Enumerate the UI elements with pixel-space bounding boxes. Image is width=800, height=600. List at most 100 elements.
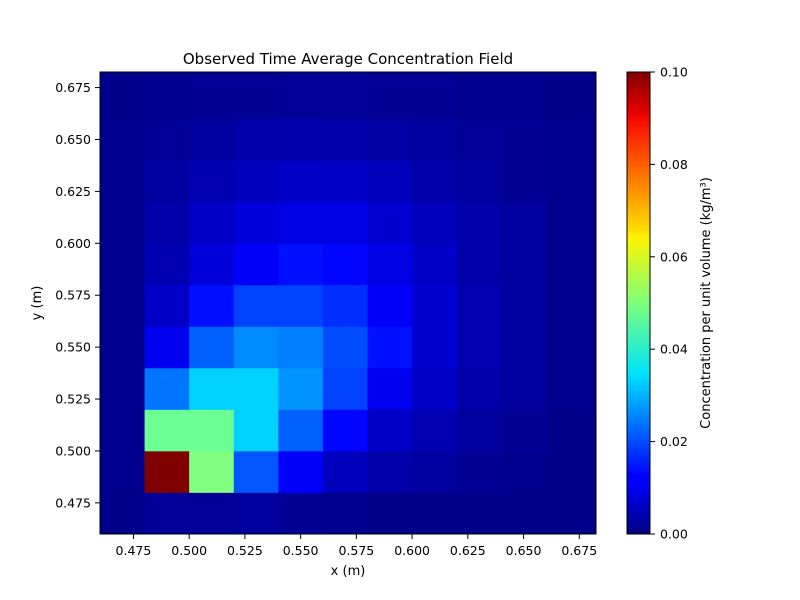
heatmap-cell bbox=[322, 160, 368, 203]
colorbar-label: Concentration per unit volume (kg/m³) bbox=[699, 177, 714, 429]
heatmap-cell bbox=[367, 450, 413, 493]
heatmap-cell bbox=[367, 284, 413, 327]
heatmap-cell bbox=[278, 284, 324, 327]
heatmap-cell bbox=[545, 492, 597, 535]
heatmap-cell bbox=[367, 118, 413, 161]
heatmap-cell bbox=[322, 492, 368, 535]
heatmap-cell bbox=[233, 201, 279, 244]
x-tick-label: 0.625 bbox=[450, 543, 486, 558]
heatmap-cell bbox=[412, 72, 458, 120]
heatmap-cell bbox=[501, 409, 547, 452]
heatmap-cell bbox=[545, 201, 597, 244]
heatmap-cell bbox=[412, 160, 458, 203]
heatmap-cell bbox=[233, 284, 279, 327]
colorbar-tick-label: 0.06 bbox=[660, 249, 688, 264]
colorbar-tick-label: 0.02 bbox=[660, 434, 688, 449]
heatmap-cell bbox=[545, 450, 597, 493]
y-tick-label: 0.500 bbox=[55, 443, 91, 458]
heatmap-cell bbox=[412, 367, 458, 410]
heatmap-cell bbox=[501, 243, 547, 286]
heatmap-cell bbox=[456, 284, 502, 327]
heatmap-cell bbox=[189, 284, 235, 327]
heatmap-cell bbox=[412, 284, 458, 327]
heatmap-cell bbox=[233, 118, 279, 161]
heatmap-cell bbox=[278, 367, 324, 410]
y-tick-label: 0.650 bbox=[55, 132, 91, 147]
heatmap-cell bbox=[278, 201, 324, 244]
heatmap-cell bbox=[322, 118, 368, 161]
chart-title: Observed Time Average Concentration Fiel… bbox=[183, 50, 513, 68]
heatmap-cell bbox=[189, 243, 235, 286]
x-tick-label: 0.500 bbox=[171, 543, 207, 558]
heatmap-cell bbox=[412, 243, 458, 286]
heatmap-cell bbox=[412, 201, 458, 244]
heatmap-cell bbox=[144, 160, 190, 203]
heatmap-cell bbox=[456, 326, 502, 369]
heatmap-cell bbox=[412, 118, 458, 161]
heatmap-cell bbox=[100, 326, 145, 369]
heatmap-cell bbox=[144, 492, 190, 535]
heatmap-cell bbox=[144, 450, 190, 493]
heatmap-cell bbox=[412, 492, 458, 535]
heatmap-cell bbox=[189, 326, 235, 369]
heatmap-cell bbox=[189, 492, 235, 535]
x-tick-label: 0.525 bbox=[227, 543, 263, 558]
heatmap-cell bbox=[233, 243, 279, 286]
heatmap-cell bbox=[456, 367, 502, 410]
heatmap-cell bbox=[189, 409, 235, 452]
heatmap-cell bbox=[278, 118, 324, 161]
heatmap-cell bbox=[367, 326, 413, 369]
heatmap-cell bbox=[100, 118, 145, 161]
colorbar-axis: 0.00 0.02 0.04 0.06 0.08 0.10 bbox=[650, 65, 688, 542]
heatmap-cell bbox=[501, 492, 547, 535]
heatmap-cell bbox=[189, 201, 235, 244]
heatmap-cell bbox=[501, 326, 547, 369]
heatmap-cell bbox=[100, 72, 145, 120]
heatmap-cell bbox=[545, 367, 597, 410]
heatmap-cell bbox=[322, 450, 368, 493]
heatmap-cell bbox=[501, 201, 547, 244]
heatmap-cell bbox=[233, 367, 279, 410]
heatmap-cell bbox=[545, 72, 597, 120]
heatmap-cell bbox=[144, 72, 190, 120]
x-axis: 0.475 0.500 0.525 0.550 0.575 0.600 0.625 0.650… bbox=[116, 534, 597, 558]
y-axis-label: y (m) bbox=[30, 286, 45, 321]
x-tick-label: 0.650 bbox=[506, 543, 542, 558]
heatmap-cell bbox=[144, 118, 190, 161]
heatmap-cell bbox=[412, 326, 458, 369]
heatmap-cell bbox=[456, 160, 502, 203]
heatmap-cell bbox=[456, 201, 502, 244]
heatmap-cell bbox=[144, 201, 190, 244]
heatmap-cell bbox=[501, 284, 547, 327]
x-tick-label: 0.550 bbox=[283, 543, 319, 558]
x-axis-label: x (m) bbox=[331, 564, 366, 579]
x-tick-label: 0.475 bbox=[116, 543, 152, 558]
heatmap-cell bbox=[278, 492, 324, 535]
heatmap-cell bbox=[233, 326, 279, 369]
heatmap-cell bbox=[100, 409, 145, 452]
y-tick-label: 0.550 bbox=[55, 340, 91, 355]
y-tick-label: 0.675 bbox=[55, 80, 91, 95]
heatmap-cell bbox=[545, 160, 597, 203]
heatmap-cell bbox=[367, 243, 413, 286]
heatmap-cell bbox=[367, 160, 413, 203]
y-axis: 0.475 0.500 0.525 0.550 0.575 0.600 0.625 0.650… bbox=[55, 80, 100, 510]
heatmap-cell bbox=[322, 243, 368, 286]
heatmap-cell bbox=[412, 450, 458, 493]
heatmap-cell bbox=[322, 326, 368, 369]
heatmap-cell bbox=[367, 492, 413, 535]
x-tick-label: 0.675 bbox=[561, 543, 597, 558]
heatmap-cell bbox=[144, 409, 190, 452]
heatmap-cell bbox=[278, 160, 324, 203]
y-tick-label: 0.625 bbox=[55, 184, 91, 199]
heatmap-cell bbox=[100, 284, 145, 327]
heatmap-cell bbox=[278, 409, 324, 452]
heatmap-cell bbox=[233, 72, 279, 120]
y-tick-label: 0.525 bbox=[55, 392, 91, 407]
colorbar bbox=[626, 71, 651, 535]
heatmap-cell bbox=[100, 243, 145, 286]
heatmap-cell bbox=[144, 243, 190, 286]
heatmap-cell bbox=[545, 326, 597, 369]
heatmap-cell bbox=[501, 72, 547, 120]
